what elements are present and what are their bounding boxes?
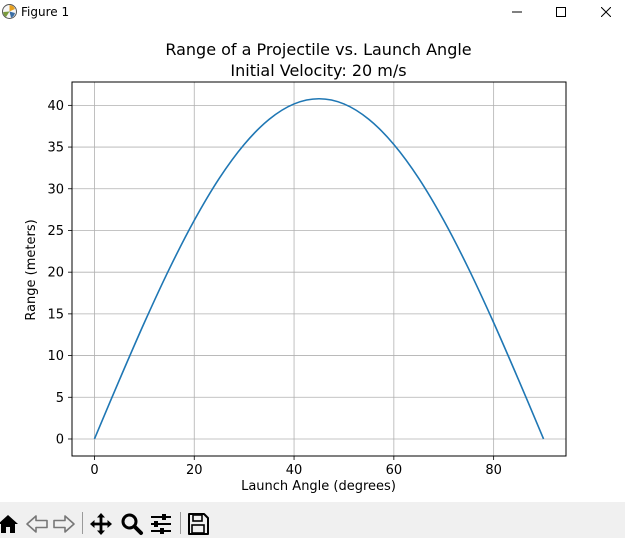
axis-ticks: 0 20 40 60 80 0 5 10 15 20 25 30 35 40 bbox=[47, 99, 501, 478]
configure-subplots-button[interactable] bbox=[149, 512, 173, 536]
grid-lines bbox=[72, 82, 566, 456]
back-button[interactable] bbox=[25, 512, 49, 536]
close-icon bbox=[601, 7, 611, 17]
save-button[interactable] bbox=[186, 512, 210, 536]
y-tick-label: 30 bbox=[47, 182, 64, 197]
x-tick-label: 60 bbox=[386, 463, 403, 478]
toolbar-separator bbox=[180, 512, 181, 534]
minimize-icon bbox=[512, 11, 522, 13]
y-tick-label: 40 bbox=[47, 99, 64, 114]
x-tick-label: 0 bbox=[90, 463, 98, 478]
configure-subplots-icon bbox=[151, 514, 171, 534]
y-axis-label: Range (meters) bbox=[24, 219, 39, 320]
x-tick-label: 80 bbox=[485, 463, 502, 478]
y-tick-label: 10 bbox=[47, 349, 64, 364]
x-tick-label: 40 bbox=[286, 463, 303, 478]
pan-button[interactable] bbox=[89, 512, 113, 536]
y-tick-label: 5 bbox=[56, 391, 64, 406]
y-tick-label: 25 bbox=[47, 224, 64, 239]
home-button[interactable] bbox=[0, 512, 20, 536]
navigation-toolbar bbox=[0, 502, 625, 538]
home-icon bbox=[0, 515, 18, 533]
close-button[interactable] bbox=[583, 0, 625, 24]
window-titlebar: Figure 1 bbox=[0, 0, 625, 24]
chart-title: Range of a Projectile vs. Launch Angle bbox=[165, 40, 471, 59]
zoom-icon bbox=[121, 513, 143, 535]
x-axis-label: Launch Angle (degrees) bbox=[241, 479, 396, 494]
axes-frame bbox=[71, 81, 567, 457]
series-line-range bbox=[93, 97, 545, 440]
forward-button[interactable] bbox=[52, 512, 76, 536]
toolbar-separator bbox=[82, 512, 83, 534]
y-tick-label: 35 bbox=[47, 141, 64, 156]
forward-icon bbox=[53, 515, 75, 533]
chart-subtitle: Initial Velocity: 20 m/s bbox=[230, 61, 406, 80]
minimize-button[interactable] bbox=[494, 0, 540, 24]
y-tick-label: 0 bbox=[56, 432, 64, 447]
pan-icon bbox=[90, 513, 112, 535]
y-tick-label: 20 bbox=[47, 266, 64, 281]
y-tick-label: 15 bbox=[47, 307, 64, 322]
window-title: Figure 1 bbox=[21, 5, 70, 19]
back-icon bbox=[26, 515, 48, 533]
x-tick-label: 20 bbox=[186, 463, 203, 478]
maximize-icon bbox=[556, 7, 566, 17]
figure-canvas[interactable]: 0 20 40 60 80 0 5 10 15 20 25 30 35 40 Range of a Pro… bbox=[0, 24, 625, 502]
matplotlib-app-icon bbox=[2, 4, 17, 19]
zoom-button[interactable] bbox=[120, 512, 144, 536]
line-chart: 0 20 40 60 80 0 5 10 15 20 25 30 35 40 Range of a Pro… bbox=[24, 40, 567, 494]
save-icon bbox=[188, 513, 209, 535]
maximize-button[interactable] bbox=[538, 0, 584, 24]
